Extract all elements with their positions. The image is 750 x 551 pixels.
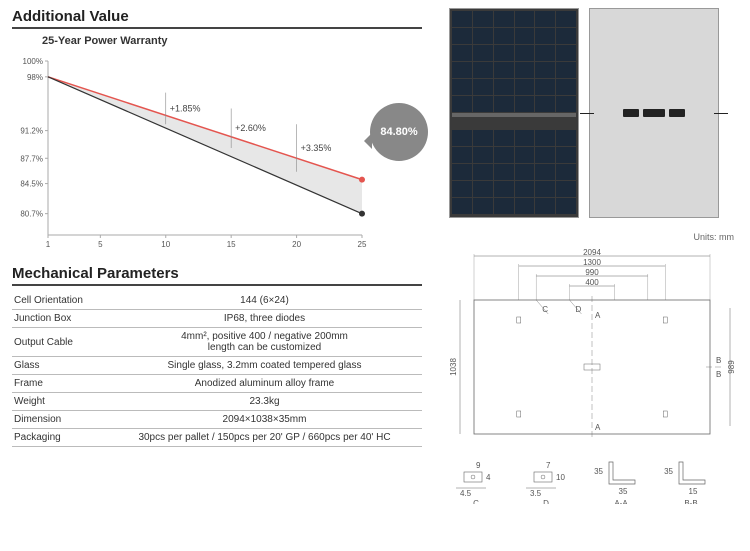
param-label: Frame [12, 375, 107, 393]
section-title-mechanical: Mechanical Parameters [12, 265, 422, 286]
svg-text:B: B [716, 356, 721, 365]
table-row: Dimension2094×1038×35mm [12, 411, 422, 429]
param-value: 30pcs per pallet / 150pcs per 20' GP / 6… [107, 429, 422, 447]
svg-text:10: 10 [161, 240, 170, 249]
svg-text:4.5: 4.5 [460, 489, 472, 498]
svg-text:A: A [595, 311, 601, 320]
svg-text:5: 5 [98, 240, 103, 249]
junction-boxes [623, 109, 685, 117]
jbox-icon [643, 109, 665, 117]
svg-text:3.5: 3.5 [530, 489, 542, 498]
table-row: Output Cable4mm², positive 400 / negativ… [12, 328, 422, 357]
param-value: IP68, three diodes [107, 310, 422, 328]
wire-left [580, 113, 594, 114]
svg-text:80.7%: 80.7% [20, 210, 43, 219]
chart-callout: 84.80% [370, 103, 428, 161]
svg-text:20: 20 [292, 240, 301, 249]
units-label: Units: mm [434, 232, 734, 242]
svg-text:25: 25 [358, 240, 367, 249]
svg-text:91.2%: 91.2% [20, 127, 43, 136]
dims-svg: 20941300990400CDAABB103898994.54C73.510D… [434, 244, 734, 504]
param-value: Anodized aluminum alloy frame [107, 375, 422, 393]
svg-text:B-B: B-B [684, 499, 697, 504]
svg-text:87.7%: 87.7% [20, 154, 43, 163]
svg-text:+2.60%: +2.60% [235, 123, 266, 133]
panel-back [589, 8, 719, 218]
svg-text:1300: 1300 [583, 258, 601, 267]
param-value: 144 (6×24) [107, 292, 422, 310]
callout-value: 84.80% [380, 126, 417, 138]
chart-svg: 100%98%91.2%87.7%84.5%80.7%1510152025+1.… [12, 53, 392, 253]
param-label: Cell Orientation [12, 292, 107, 310]
table-row: GlassSingle glass, 3.2mm coated tempered… [12, 357, 422, 375]
panel-front [449, 8, 579, 218]
param-label: Junction Box [12, 310, 107, 328]
jbox-icon [669, 109, 685, 117]
svg-text:D: D [543, 499, 549, 504]
page-root: Additional Value 25-Year Power Warranty … [0, 0, 750, 512]
svg-text:2094: 2094 [583, 248, 601, 257]
svg-text:84.5%: 84.5% [20, 180, 43, 189]
svg-text:A: A [595, 423, 601, 432]
svg-text:35: 35 [594, 467, 603, 476]
svg-text:+1.85%: +1.85% [170, 103, 201, 113]
param-label: Output Cable [12, 328, 107, 357]
svg-text:98%: 98% [27, 73, 43, 82]
jbox-icon [623, 109, 639, 117]
left-column: Additional Value 25-Year Power Warranty … [12, 8, 422, 504]
svg-text:B: B [716, 370, 721, 379]
svg-text:35: 35 [619, 487, 628, 496]
svg-text:990: 990 [585, 268, 599, 277]
svg-text:1: 1 [46, 240, 51, 249]
svg-text:35: 35 [664, 467, 673, 476]
svg-text:9: 9 [476, 461, 481, 470]
param-value: 23.3kg [107, 393, 422, 411]
svg-text:15: 15 [689, 487, 698, 496]
svg-text:10: 10 [556, 473, 565, 482]
param-label: Dimension [12, 411, 107, 429]
svg-text:C: C [473, 499, 479, 504]
table-row: Cell Orientation144 (6×24) [12, 292, 422, 310]
table-row: Weight23.3kg [12, 393, 422, 411]
svg-text:100%: 100% [23, 57, 43, 66]
param-value: 4mm², positive 400 / negative 200mmlengt… [107, 328, 422, 357]
param-label: Weight [12, 393, 107, 411]
svg-text:400: 400 [585, 278, 599, 287]
param-value: 2094×1038×35mm [107, 411, 422, 429]
table-row: Junction BoxIP68, three diodes [12, 310, 422, 328]
table-row: Packaging30pcs per pallet / 150pcs per 2… [12, 429, 422, 447]
right-column: Units: mm 20941300990400 C D A A BB 1038 989 9 4.… [434, 8, 734, 504]
svg-text:7: 7 [546, 461, 551, 470]
param-label: Glass [12, 357, 107, 375]
table-row: FrameAnodized aluminum alloy frame [12, 375, 422, 393]
section-title-additional-value: Additional Value [12, 8, 422, 29]
svg-text:4: 4 [486, 473, 491, 482]
svg-text:989: 989 [727, 360, 734, 374]
svg-text:1038: 1038 [449, 358, 458, 376]
svg-text:A-A: A-A [614, 499, 628, 504]
mechanical-table: Cell Orientation144 (6×24)Junction BoxIP… [12, 292, 422, 447]
warranty-chart: 100%98%91.2%87.7%84.5%80.7%1510152025+1.… [12, 53, 422, 253]
svg-text:+3.35%: +3.35% [301, 143, 332, 153]
panel-images [434, 8, 734, 218]
param-label: Packaging [12, 429, 107, 447]
wire-right [714, 113, 728, 114]
dimension-drawing: 20941300990400CDAABB103898994.54C73.510D… [434, 244, 734, 504]
svg-text:15: 15 [227, 240, 236, 249]
chart-title: 25-Year Power Warranty [42, 35, 422, 47]
param-value: Single glass, 3.2mm coated tempered glas… [107, 357, 422, 375]
